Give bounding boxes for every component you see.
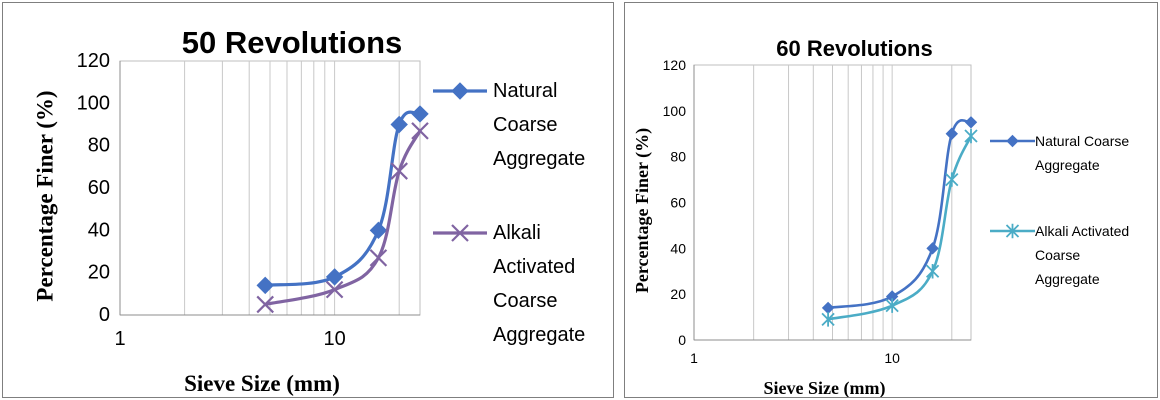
y-tick-label: 60 xyxy=(88,177,110,199)
legend-entry-natural-coarse-aggregate: Natural Coarse Aggregate xyxy=(433,80,585,170)
series-natural-coarse-aggregate xyxy=(821,116,978,315)
legend-label: Coarse xyxy=(1035,247,1080,263)
data-point xyxy=(256,276,274,295)
y-tick-label: 80 xyxy=(670,149,686,165)
legend-label: Coarse xyxy=(493,114,557,136)
chart-60-revolutions: 0 20 40 60 80 100 120 1 10 60 Revolutions Sieve Si… xyxy=(632,36,1129,397)
y-tick-label: 40 xyxy=(88,219,110,241)
x-axis-title: Sieve Size (mm) xyxy=(184,371,340,396)
legend-entry-alkali-activated-coarse-aggregate: Alkali Activated Coarse Aggregate xyxy=(990,223,1129,287)
chart-50-revolutions: 0 20 40 60 80 100 120 1 10 50 Revolutions Sieve Si… xyxy=(33,25,586,396)
data-point xyxy=(325,280,344,299)
y-axis-title: Percentage Finer (%) xyxy=(33,90,58,301)
data-point xyxy=(390,162,408,180)
data-point xyxy=(945,127,959,140)
x-tick-label: 10 xyxy=(884,350,900,366)
legend-entry-alkali-activated-coarse-aggregate: Alkali Activated Coarse Aggregate xyxy=(433,222,585,346)
y-tick-label: 40 xyxy=(670,240,686,256)
data-point xyxy=(369,249,388,267)
y-tick-label: 120 xyxy=(77,50,110,72)
chart-title: 50 Revolutions xyxy=(182,25,403,60)
legend-marker xyxy=(1005,223,1020,239)
data-point xyxy=(925,264,940,279)
x-axis-title: Sieve Size (mm) xyxy=(764,378,886,397)
x-tick-label: 1 xyxy=(690,350,698,366)
data-point xyxy=(390,115,408,134)
series-natural-coarse-aggregate xyxy=(256,105,429,295)
data-point xyxy=(964,116,978,129)
data-point xyxy=(821,312,835,327)
data-point xyxy=(945,172,959,187)
y-tick-label: 20 xyxy=(670,286,686,302)
series-alkali-activated-coarse-aggregate xyxy=(821,128,978,327)
legend-marker xyxy=(451,224,469,242)
legend-entry-natural-coarse-aggregate: Natural Coarse Aggregate xyxy=(990,133,1129,173)
series-alkali-activated-coarse-aggregate xyxy=(256,122,429,314)
chart-panel-50-revolutions: 0 20 40 60 80 100 120 1 10 50 Revolutions Sieve Si… xyxy=(2,2,614,398)
data-point xyxy=(926,242,939,255)
chart-panel-60-revolutions: 0 20 40 60 80 100 120 1 10 60 Revolutions Sieve Si… xyxy=(624,2,1158,398)
y-tick-label: 20 xyxy=(88,262,110,284)
y-tick-label: 100 xyxy=(663,103,687,119)
x-tick-label: 10 xyxy=(323,328,345,350)
legend-label: Aggregate xyxy=(1035,271,1100,287)
legend-marker xyxy=(1006,134,1019,148)
y-tick-label: 100 xyxy=(77,92,110,114)
legend-label: Coarse xyxy=(493,290,557,312)
chart-title: 60 Revolutions xyxy=(776,36,932,61)
legend-label: Alkali xyxy=(493,222,541,244)
data-point xyxy=(369,221,388,240)
data-point xyxy=(325,268,344,286)
data-point xyxy=(964,128,978,144)
legend-label: Natural Coarse xyxy=(1035,133,1129,149)
y-axis-title: Percentage Finer (%) xyxy=(632,128,653,293)
y-tick-label: 0 xyxy=(99,304,110,326)
legend-label: Aggregate xyxy=(493,324,585,346)
data-point xyxy=(411,122,429,140)
gridlines xyxy=(693,65,953,340)
legend-label: Alkali Activated xyxy=(1035,223,1129,239)
legend-label: Activated xyxy=(493,256,575,278)
y-tick-label: 120 xyxy=(663,57,687,73)
y-tick-label: 0 xyxy=(678,332,686,348)
legend-label: Aggregate xyxy=(493,148,585,170)
legend-marker xyxy=(451,82,469,100)
data-point xyxy=(256,295,274,314)
data-point xyxy=(411,105,429,123)
legend-label: Natural xyxy=(493,80,557,102)
y-tick-label: 80 xyxy=(88,135,110,157)
y-tick-label: 60 xyxy=(670,195,686,211)
x-tick-label: 1 xyxy=(114,328,125,350)
legend-label: Aggregate xyxy=(1035,157,1100,173)
data-point xyxy=(885,298,899,313)
